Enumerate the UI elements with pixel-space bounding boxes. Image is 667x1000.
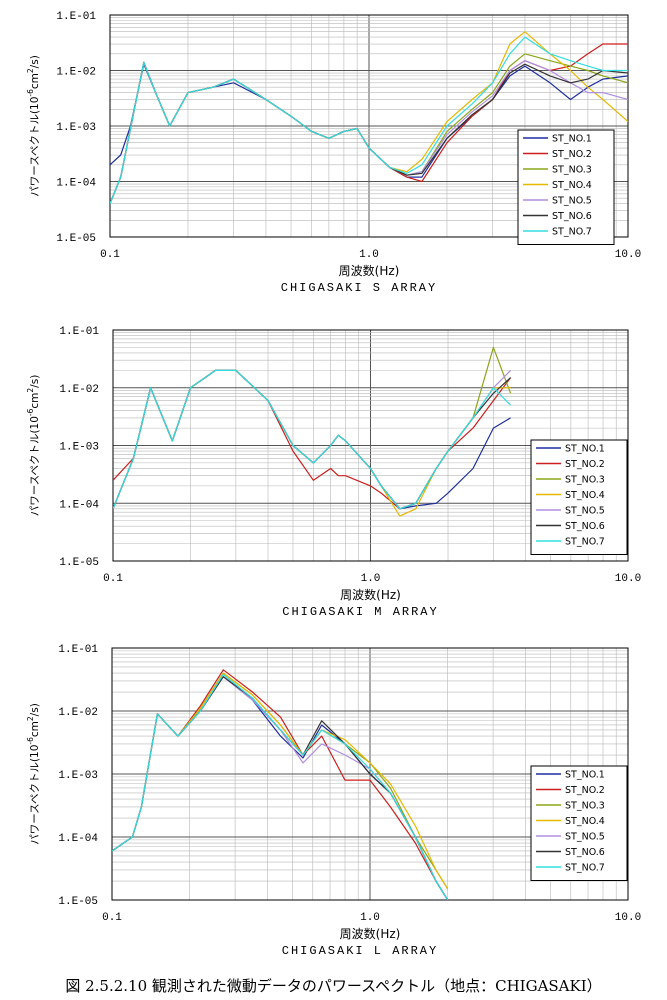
y-axis-label: パワースペクトル(10-6cm2/s) <box>26 55 41 197</box>
series-line-st-no-7 <box>113 369 512 510</box>
x-tick-label: 0.1 <box>103 573 123 585</box>
y-axis-label: パワースペクトル(10-6cm2/s) <box>26 375 41 517</box>
series-lines <box>112 669 449 900</box>
x-axis-label: 周波数(Hz) <box>340 926 401 941</box>
plot-frame <box>109 14 629 238</box>
chart-panel-s-array: 1.E-05 1.E-04 1.E-03 1.E-02 1.E-01 0.1 1.0 10.0… <box>0 0 667 300</box>
y-axis-label: パワースペクトル(10-6cm2/s) <box>26 703 41 845</box>
legend-box <box>530 439 628 555</box>
legend-label: ST_NO.5 <box>565 832 605 843</box>
y-tick-label: 1.E-05 <box>56 233 96 245</box>
legend-label: ST_NO.2 <box>565 459 605 470</box>
chart-panel-m-array: 1.E-05 1.E-04 1.E-03 1.E-02 1.E-01 0.1 1.0 10.0… <box>0 318 667 619</box>
legend-label: ST_NO.6 <box>552 211 592 222</box>
grid-lines <box>112 648 628 900</box>
series-line-st-no-7 <box>110 36 628 204</box>
x-axis-label: 周波数(Hz) <box>339 263 400 278</box>
y-tick-label: 1.E-02 <box>59 384 99 396</box>
legend-label: ST_NO.7 <box>565 537 605 548</box>
x-axis-label: 周波数(Hz) <box>340 587 401 602</box>
plot-frame <box>111 647 629 901</box>
legend-label: ST_NO.4 <box>565 490 605 501</box>
x-tick-label: 0.1 <box>100 249 120 261</box>
series-line-st-no-7 <box>112 673 449 900</box>
legend-label: ST_NO.6 <box>565 521 605 532</box>
spectrum-chart-m-array: 1.E-05 1.E-04 1.E-03 1.E-02 1.E-01 0.1 1.0 10.0… <box>26 326 641 619</box>
x-tick-label: 1.0 <box>360 912 380 924</box>
chart-title: CHIGASAKI M ARRAY <box>282 605 438 619</box>
legend-box <box>517 129 615 245</box>
y-tick-label: 1.E-03 <box>58 770 98 782</box>
legend: ST_NO.1 ST_NO.2 ST_NO.3 ST_NO.4 ST_NO.5 ST_NO… <box>517 129 615 245</box>
y-tick-label: 1.E-03 <box>56 122 96 134</box>
spectrum-chart-l-array: 1.E-05 1.E-04 1.E-03 1.E-02 1.E-01 0.1 1.0 10.0… <box>26 644 641 958</box>
y-tick-label: 1.E-05 <box>59 557 99 569</box>
figure-caption: 図 2.5.2.10 観測された微動データのパワースペクトル（地点：CHIGAS… <box>65 977 602 995</box>
legend-label: ST_NO.3 <box>552 165 592 176</box>
y-tick-label: 1.E-01 <box>56 11 96 23</box>
x-tick-label: 1.0 <box>361 573 381 585</box>
y-tick-label: 1.E-02 <box>58 707 98 719</box>
chart-title: CHIGASAKI L ARRAY <box>282 944 438 958</box>
legend: ST_NO.1 ST_NO.2 ST_NO.3 ST_NO.4 ST_NO.5 ST_NO… <box>530 439 628 555</box>
legend-label: ST_NO.3 <box>565 475 605 486</box>
legend-label: ST_NO.2 <box>565 785 605 796</box>
legend-label: ST_NO.5 <box>565 506 605 517</box>
series-lines <box>110 31 628 204</box>
y-tick-label: 1.E-01 <box>58 644 98 656</box>
y-tick-label: 1.E-03 <box>59 442 99 454</box>
x-tick-label: 1.0 <box>359 249 379 261</box>
y-tick-label: 1.E-04 <box>59 499 99 511</box>
y-tick-label: 1.E-01 <box>59 326 99 338</box>
legend-label: ST_NO.1 <box>565 444 605 455</box>
y-tick-label: 1.E-04 <box>56 178 96 190</box>
chart-title: CHIGASAKI S ARRAY <box>281 281 437 295</box>
x-tick-label: 10.0 <box>615 912 641 924</box>
legend: ST_NO.1 ST_NO.2 ST_NO.3 ST_NO.4 ST_NO.5 ST_NO… <box>530 765 628 881</box>
legend-label: ST_NO.3 <box>565 801 605 812</box>
legend-label: ST_NO.1 <box>565 770 605 781</box>
legend-label: ST_NO.6 <box>565 847 605 858</box>
grid-lines <box>113 330 628 561</box>
series-lines <box>113 346 512 517</box>
y-tick-label: 1.E-05 <box>58 896 98 908</box>
x-tick-label: 10.0 <box>615 249 641 261</box>
x-tick-label: 0.1 <box>102 912 122 924</box>
legend-label: ST_NO.2 <box>552 149 592 160</box>
y-tick-label: 1.E-02 <box>56 67 96 79</box>
legend-label: ST_NO.7 <box>565 863 605 874</box>
legend-label: ST_NO.1 <box>552 134 592 145</box>
legend-label: ST_NO.4 <box>565 816 605 827</box>
legend-label: ST_NO.7 <box>552 227 592 238</box>
plot-frame <box>112 329 629 562</box>
chart-panel-l-array: 1.E-05 1.E-04 1.E-03 1.E-02 1.E-01 0.1 1.0 10.0… <box>0 640 667 970</box>
legend-box <box>530 765 628 881</box>
legend-label: ST_NO.4 <box>552 180 592 191</box>
x-tick-label: 10.0 <box>615 573 641 585</box>
spectrum-chart-s-array: 1.E-05 1.E-04 1.E-03 1.E-02 1.E-01 0.1 1.0 10.0… <box>26 11 641 295</box>
legend-label: ST_NO.5 <box>552 196 592 207</box>
y-tick-label: 1.E-04 <box>58 833 98 845</box>
